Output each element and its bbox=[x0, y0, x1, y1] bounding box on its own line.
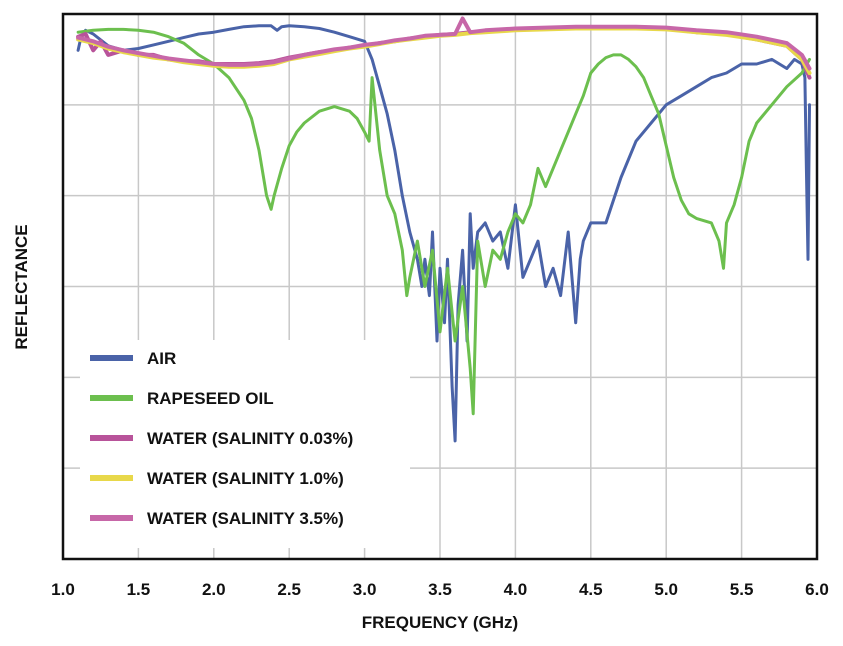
legend-background bbox=[80, 340, 410, 548]
series-line-1 bbox=[76, 27, 811, 416]
x-axis-ticks: 1.0 1.5 2.0 2.5 3.0 3.5 4.0 4.5 5.0 5.5 6.0 bbox=[51, 580, 829, 599]
series-layer bbox=[76, 16, 812, 443]
series-line-0 bbox=[76, 24, 811, 443]
legend-label-0: AIR bbox=[147, 349, 176, 368]
x-axis-title: FREQUENCY (GHz) bbox=[362, 613, 518, 632]
legend-label-3: WATER (SALINITY 1.0%) bbox=[147, 469, 344, 488]
x-tick-label: 4.5 bbox=[579, 580, 603, 599]
x-tick-label: 4.0 bbox=[504, 580, 528, 599]
x-tick-label: 5.0 bbox=[654, 580, 678, 599]
x-tick-label: 3.0 bbox=[353, 580, 377, 599]
legend-label-2: WATER (SALINITY 0.03%) bbox=[147, 429, 353, 448]
y-axis-title: REFLECTANCE bbox=[12, 224, 31, 349]
legend-label-1: RAPESEED OIL bbox=[147, 389, 274, 408]
x-tick-label: 5.5 bbox=[730, 580, 754, 599]
x-tick-label: 1.0 bbox=[51, 580, 75, 599]
x-tick-label: 3.5 bbox=[428, 580, 452, 599]
x-tick-label: 1.5 bbox=[127, 580, 151, 599]
plot-frame bbox=[61, 12, 819, 561]
x-tick-label: 2.5 bbox=[277, 580, 301, 599]
legend-label-4: WATER (SALINITY 3.5%) bbox=[147, 509, 344, 528]
x-tick-label: 2.0 bbox=[202, 580, 226, 599]
series-line-4 bbox=[76, 16, 812, 71]
legend: AIR RAPESEED OIL WATER (SALINITY 0.03%) WAT… bbox=[80, 340, 410, 548]
x-tick-label: 6.0 bbox=[805, 580, 829, 599]
